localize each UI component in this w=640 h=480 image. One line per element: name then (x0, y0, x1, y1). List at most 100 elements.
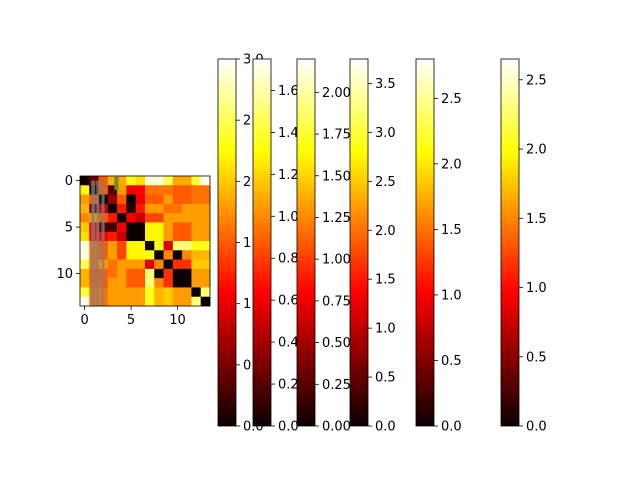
heatmap-cell (154, 268, 164, 279)
heatmap-cell (126, 296, 137, 307)
heatmap-cell (182, 231, 192, 242)
heatmap-cell (80, 231, 90, 242)
heatmap-cell (117, 296, 127, 307)
heatmap-cell (191, 296, 202, 307)
heatmap-cell (107, 185, 118, 195)
heatmap-cell (107, 278, 118, 288)
heatmap-cell (126, 231, 137, 242)
heatmap-cell (117, 222, 127, 233)
heatmap-cell (145, 278, 155, 288)
colorbar-frame (296, 58, 316, 427)
colorbar-tick-label: 1.25 (322, 211, 351, 226)
heatmap-cell (117, 287, 127, 298)
y-tick-label: 10 (56, 267, 73, 282)
heatmap-cell (191, 231, 202, 242)
heatmap-cell (135, 278, 146, 288)
heatmap-cell (117, 176, 127, 186)
heatmap-cell (200, 287, 211, 298)
heatmap-cell (135, 259, 146, 270)
heatmap-cell (154, 241, 164, 251)
heatmap-cell (172, 185, 183, 195)
heatmap-cell (117, 259, 127, 270)
heatmap-cell (191, 241, 202, 251)
heatmap-cell (126, 259, 137, 270)
heatmap-cell (117, 185, 127, 195)
colorbar-tick-label: 0.0 (526, 420, 547, 435)
heatmap-cell (182, 278, 192, 288)
colorbar-tick-label: 1.00 (322, 253, 351, 268)
heatmap-cell (80, 185, 90, 195)
heatmap-cell (172, 213, 183, 223)
heatmap-cell (163, 194, 174, 205)
heatmap-cell (191, 213, 202, 223)
colorbar-tick-label: 0.00 (322, 420, 351, 435)
colorbar-tick-label: 1.6 (278, 84, 299, 99)
heatmap-cell (135, 268, 146, 279)
colorbar-frame (349, 58, 369, 427)
heatmap-cell (200, 241, 211, 251)
heatmap-cell (182, 241, 192, 251)
colorbar-tick-label: 0.5 (526, 350, 547, 365)
heatmap-cell (135, 287, 146, 298)
heatmap-cell (80, 268, 90, 279)
heatmap-cell (172, 278, 183, 288)
heatmap-cell (154, 222, 164, 233)
heatmap-cell (145, 222, 155, 233)
heatmap-cell (163, 259, 174, 270)
heatmap-cell (80, 250, 90, 260)
heatmap-cell (182, 259, 192, 270)
heatmap-cell (182, 222, 192, 233)
heatmap-cell (126, 250, 137, 260)
heatmap-cell (191, 287, 202, 298)
heatmap-cell (80, 203, 90, 214)
heatmap-cell (126, 222, 137, 233)
heatmap-cell (117, 203, 127, 214)
heatmap-cell (154, 185, 164, 195)
heatmap-cell (145, 185, 155, 195)
colorbar-tick-label: 1.50 (322, 169, 351, 184)
colorbar-tick-label: 0.2 (278, 378, 299, 393)
heatmap-cell (107, 194, 118, 205)
heatmap-cell (154, 194, 164, 205)
accent-cell (114, 176, 119, 190)
colorbar-tick-label: 2.0 (526, 143, 547, 158)
heatmap-cell (200, 222, 211, 233)
heatmap-cell (107, 231, 118, 242)
heatmap-cell (126, 185, 137, 195)
heatmap-cell (135, 185, 146, 195)
heatmap-cell (200, 278, 211, 288)
colorbar-gradient (350, 59, 368, 426)
heatmap-cell (200, 203, 211, 214)
heatmap-cell (145, 296, 155, 307)
heatmap-cell (107, 250, 118, 260)
colorbar-tick-label: 2.5 (526, 73, 547, 88)
heatmap-cell (191, 203, 202, 214)
heatmap-cell (107, 296, 118, 307)
heatmap-cell (200, 176, 211, 186)
heatmap-cell (80, 213, 90, 223)
colorbar-frame (500, 58, 520, 427)
heatmap-cell (107, 222, 118, 233)
heatmap-cell (191, 222, 202, 233)
heatmap-cell (117, 241, 127, 251)
heatmap-cell (163, 231, 174, 242)
heatmap-cell (163, 213, 174, 223)
x-tick-label: 10 (169, 313, 186, 328)
heatmap-cell (191, 250, 202, 260)
heatmap-cell (191, 268, 202, 279)
heatmap-cell (80, 194, 90, 205)
heatmap-cell (163, 250, 174, 260)
heatmap-cell (80, 296, 90, 307)
heatmap-cell (107, 241, 118, 251)
colorbar-frame (415, 58, 435, 427)
heatmap-cell (117, 250, 127, 260)
overlay-strip (101, 180, 105, 306)
heatmap-cell (172, 231, 183, 242)
colorbar-tick-label: 1.0 (278, 210, 299, 225)
heatmap-cell (135, 203, 146, 214)
heatmap-cell (172, 259, 183, 270)
colorbar-tick-label: 2.5 (375, 175, 396, 190)
heatmap-cell (163, 222, 174, 233)
heatmap-cell (145, 259, 155, 270)
heatmap-cell (163, 203, 174, 214)
